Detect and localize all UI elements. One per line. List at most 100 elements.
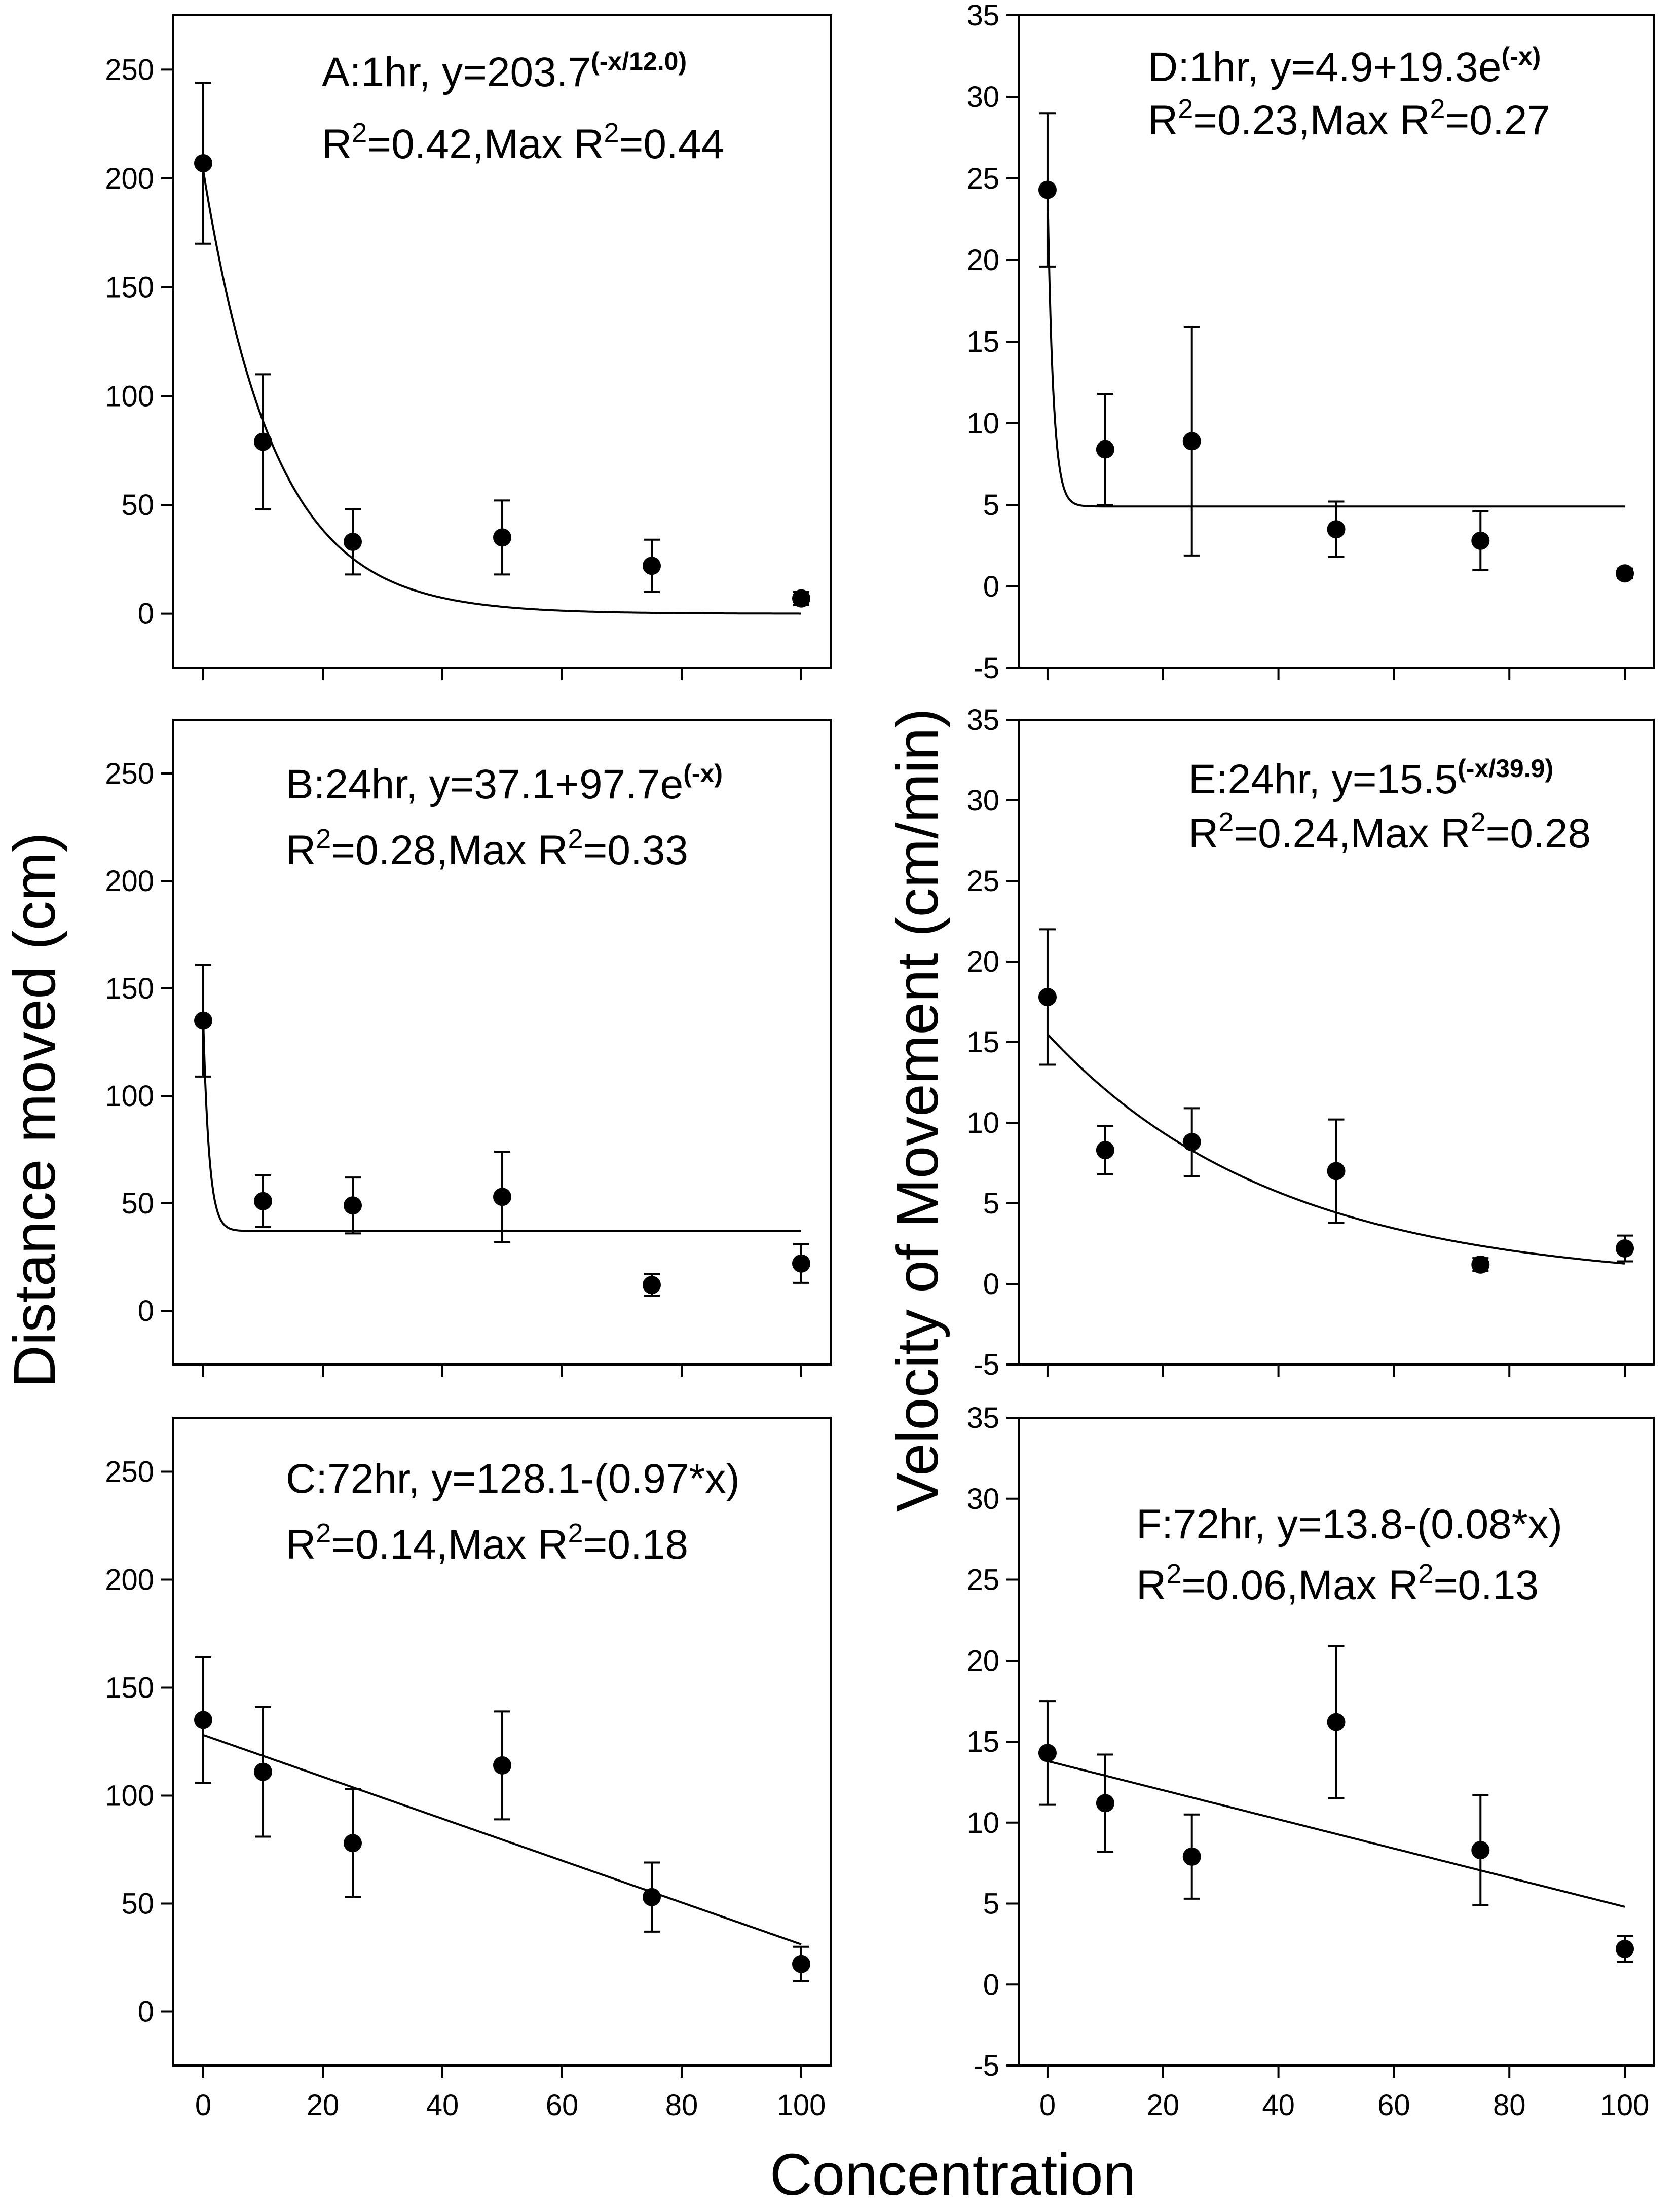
y-tick-label-d: -5: [973, 652, 999, 685]
left-y-axis-label: Distance moved (cm): [2, 832, 67, 1388]
data-point-a: [344, 532, 362, 551]
plot-frame-c: [172, 1417, 832, 2067]
y-tick-label-f: 30: [966, 1483, 999, 1516]
y-tick-label-b: 150: [105, 972, 154, 1005]
data-point-a: [792, 589, 810, 608]
y-tick-label-f: 0: [983, 1968, 999, 2001]
y-tick-label-d: 30: [966, 81, 999, 114]
panel-e: -5 0 5 10 15 20 25 30 35 E:24hr, y=15.5(-x/39.9) R…: [966, 704, 1655, 1381]
x-tick-label-c: 60: [546, 2089, 579, 2122]
right-y-axis-label: Velocity of Movement (cm/min): [884, 708, 950, 1512]
y-tick-label-c: 200: [105, 1564, 154, 1597]
y-tick-label-f: -5: [973, 2049, 999, 2082]
y-tick-label-e: -5: [973, 1348, 999, 1381]
equation-d: D:1hr, y=4.9+19.3e(-x): [1148, 42, 1541, 90]
y-tick-label-a: 0: [138, 598, 154, 631]
y-tick-label-e: 30: [966, 784, 999, 817]
y-tick-label-d: 35: [966, 0, 999, 32]
x-tick-label-c: 80: [665, 2089, 698, 2122]
data-point-e: [1182, 1133, 1201, 1152]
y-tick-label-f: 15: [966, 1725, 999, 1758]
y-tick-label-d: 5: [983, 489, 999, 522]
x-tick-label-f: 0: [1039, 2089, 1056, 2122]
data-point-f: [1616, 1939, 1634, 1958]
data-point-d: [1182, 432, 1201, 451]
plot-frame-b: [172, 719, 832, 1366]
data-point-f: [1327, 1713, 1346, 1731]
data-point-d: [1471, 531, 1490, 550]
y-tick-label-a: 100: [105, 380, 154, 413]
panel-d: -5 0 5 10 15 20 25 30 35 D:1hr, y=4.9+19.3e(-x)R2…: [966, 0, 1655, 685]
data-point-b: [194, 1011, 212, 1030]
data-point-d: [1616, 564, 1634, 583]
x-tick-label-c: 100: [777, 2089, 826, 2122]
data-point-b: [792, 1254, 810, 1273]
y-tick-label-b: 250: [105, 757, 154, 790]
y-tick-label-b: 50: [121, 1187, 154, 1220]
data-point-d: [1327, 520, 1346, 539]
y-tick-label-e: 25: [966, 865, 999, 898]
x-tick-label-c: 20: [307, 2089, 340, 2122]
x-tick-label-f: 20: [1147, 2089, 1180, 2122]
data-point-b: [254, 1192, 272, 1210]
x-tick-label-c: 40: [426, 2089, 459, 2122]
data-point-a: [194, 154, 212, 172]
data-point-d: [1096, 440, 1114, 459]
data-point-e: [1038, 987, 1057, 1006]
data-point-c: [344, 1834, 362, 1853]
data-point-f: [1096, 1794, 1114, 1813]
data-point-e: [1471, 1255, 1490, 1274]
r-squared-d: R2=0.23,Max R2=0.27: [1148, 94, 1550, 143]
y-tick-label-f: 35: [966, 1402, 999, 1434]
data-point-c: [792, 1955, 810, 1973]
y-tick-label-e: 0: [983, 1268, 999, 1301]
panel-c: 0 50 100 150 200 250 0 20 40 60 80 100 C:72hr, y=128…: [105, 1417, 832, 2122]
r-squared-c: R2=0.14,Max R2=0.18: [286, 1518, 688, 1568]
data-point-c: [194, 1711, 212, 1729]
data-point-d: [1038, 180, 1057, 199]
fit-curve-d: [1047, 191, 1625, 508]
fit-curve-f: [1047, 1760, 1625, 1908]
data-point-f: [1038, 1744, 1057, 1762]
y-tick-label-c: 50: [121, 1888, 154, 1921]
data-point-a: [643, 557, 661, 575]
y-tick-label-a: 50: [121, 489, 154, 522]
equation-e: E:24hr, y=15.5(-x/39.9): [1188, 754, 1553, 802]
y-tick-label-d: 25: [966, 162, 999, 195]
data-point-c: [643, 1888, 661, 1906]
data-point-b: [344, 1196, 362, 1215]
r-squared-f: R2=0.06,Max R2=0.13: [1136, 1559, 1539, 1608]
x-axis-label: Concentration: [770, 2142, 1136, 2207]
y-tick-label-d: 20: [966, 244, 999, 277]
y-tick-label-f: 10: [966, 1807, 999, 1839]
x-tick-label-f: 40: [1262, 2089, 1295, 2122]
equation-f: F:72hr, y=13.8-(0.08*x): [1136, 1501, 1562, 1547]
y-tick-label-a: 200: [105, 162, 154, 195]
y-tick-label-c: 0: [138, 1996, 154, 2029]
y-tick-label-e: 15: [966, 1026, 999, 1059]
y-tick-label-d: 0: [983, 570, 999, 603]
plot-frame-a: [172, 14, 832, 669]
y-tick-label-e: 35: [966, 704, 999, 736]
y-tick-label-d: 10: [966, 407, 999, 440]
fit-curve-a: [202, 170, 801, 615]
y-tick-label-e: 5: [983, 1187, 999, 1220]
y-tick-label-c: 150: [105, 1672, 154, 1705]
data-point-b: [643, 1276, 661, 1295]
data-point-f: [1471, 1841, 1490, 1860]
r-squared-b: R2=0.28,Max R2=0.33: [286, 824, 688, 873]
data-point-c: [254, 1762, 272, 1781]
y-tick-label-b: 100: [105, 1080, 154, 1113]
r-squared-a: R2=0.42,Max R2=0.44: [322, 118, 724, 167]
y-tick-label-f: 5: [983, 1888, 999, 1921]
x-tick-label-f: 80: [1493, 2089, 1526, 2122]
equation-a: A:1hr, y=203.7(-x/12.0): [322, 47, 687, 95]
data-point-e: [1616, 1239, 1634, 1258]
fit-curve-c: [203, 1734, 802, 1945]
panel-f: -5 0 5 10 15 20 25 30 35 0 20 40 60 80 100 F:72hr, y=13…: [966, 1402, 1655, 2122]
x-tick-label-c: 0: [195, 2089, 211, 2122]
data-point-e: [1327, 1162, 1346, 1181]
y-tick-label-e: 10: [966, 1107, 999, 1139]
panel-b: 0 50 100 150 200 250 B:24hr, y=37.1+97.7e(-x) R…: [105, 719, 832, 1377]
